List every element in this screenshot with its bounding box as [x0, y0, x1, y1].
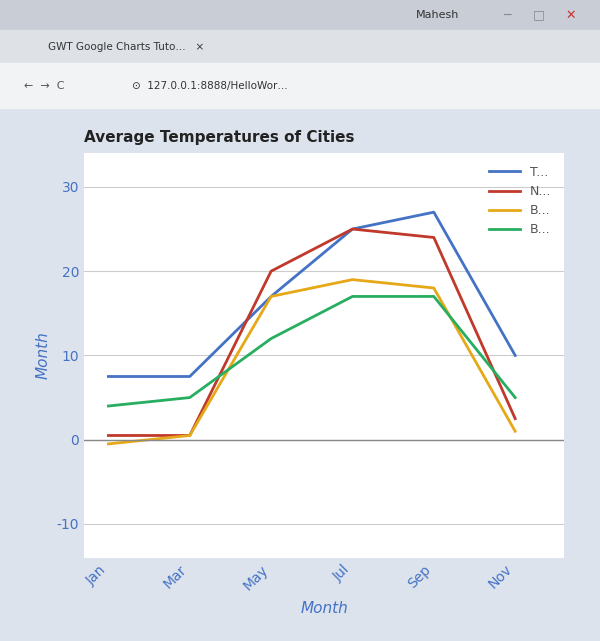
- B...: [512, 394, 519, 401]
- T...: [430, 208, 437, 216]
- N...: [349, 225, 356, 233]
- Line: B...: B...: [109, 296, 515, 406]
- Text: ←  →  C: ← → C: [24, 81, 65, 91]
- B...: [349, 292, 356, 300]
- T...: [349, 225, 356, 233]
- T...: [105, 372, 112, 380]
- N...: [512, 415, 519, 422]
- B...: [268, 335, 275, 342]
- B...: [186, 431, 193, 439]
- B...: [268, 292, 275, 300]
- T...: [268, 292, 275, 300]
- Line: B...: B...: [109, 279, 515, 444]
- N...: [268, 267, 275, 275]
- B...: [349, 276, 356, 283]
- Text: GWT Google Charts Tuto…   ×: GWT Google Charts Tuto… ×: [48, 42, 204, 52]
- Line: T...: T...: [109, 212, 515, 376]
- Text: Average Temperatures of Cities: Average Temperatures of Cities: [84, 130, 355, 145]
- B...: [105, 402, 112, 410]
- Text: Mahesh: Mahesh: [416, 10, 460, 20]
- N...: [186, 431, 193, 439]
- N...: [430, 233, 437, 241]
- Text: □: □: [533, 8, 545, 22]
- Text: ✕: ✕: [565, 8, 576, 22]
- B...: [430, 284, 437, 292]
- B...: [512, 428, 519, 435]
- Line: N...: N...: [109, 229, 515, 435]
- Text: ⊙  127.0.0.1:8888/HelloWor…: ⊙ 127.0.0.1:8888/HelloWor…: [132, 81, 288, 91]
- Text: ─: ─: [503, 8, 511, 22]
- T...: [186, 372, 193, 380]
- B...: [430, 292, 437, 300]
- Legend: T..., N..., B..., B...: T..., N..., B..., B...: [482, 160, 558, 243]
- B...: [105, 440, 112, 448]
- B...: [186, 394, 193, 401]
- Y-axis label: Month: Month: [36, 331, 51, 379]
- N...: [105, 431, 112, 439]
- X-axis label: Month: Month: [300, 601, 348, 616]
- T...: [512, 351, 519, 359]
